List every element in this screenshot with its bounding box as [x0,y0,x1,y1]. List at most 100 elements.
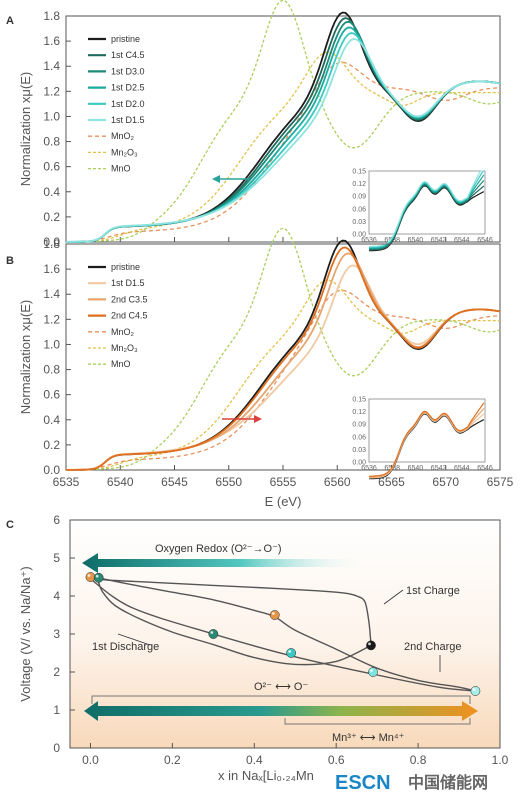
inset-y-tick-label: 0.00 [352,232,366,239]
panel-b-y-ticks: 0.0 0.2 0.4 0.6 0.8 1.0 1.2 1.4 1.6 1.8 [43,237,71,477]
inset-y-tick-label: 0.09 [352,422,366,429]
legend-label: MnO [111,359,131,369]
inset-series-line-2nd C4.5 [369,402,485,477]
y-tick-label: 1.0 [43,109,60,123]
state-marker [286,648,296,658]
reference-line-MnO₂ [65,289,501,471]
y-tick-label: 1.2 [43,312,60,326]
state-marker-highlight [288,650,292,653]
y-tick-label: 1.6 [43,34,60,48]
y-tick-label: 1.2 [43,84,60,98]
inset-x-tick-label: 6542 [431,465,447,472]
state-marker [85,572,96,582]
state-marker [366,640,376,651]
inset-y-tick-label: 0.12 [352,409,366,416]
state-marker-highlight [368,642,371,646]
watermark-brand: ESCN [335,772,391,794]
x-tick-label: 6555 [270,475,297,489]
second-charge-curve [90,575,476,692]
first-charge-curve [90,577,372,646]
x-tick-label: 0.0 [82,753,99,767]
inset-x-tick-label: 6540 [408,237,424,244]
oxygen-redox-arrow [82,553,370,573]
state-marker [368,667,378,677]
state-marker [93,572,104,583]
state-marker-highlight [370,669,373,672]
legend-label: Mn₂O₃ [111,147,138,157]
full-range-arrow [84,701,478,721]
y-tick-label: 1.4 [43,59,60,73]
legend-label: Mn₂O₃ [111,343,138,353]
y-tick-label: 0.4 [43,413,60,427]
x-tick-label: 0.6 [328,753,345,767]
y-tick-label: 0.0 [43,235,60,249]
legend-label: MnO₂ [111,131,135,141]
x-tick-label: 6570 [432,475,459,489]
panel-a-legend: pristine 1st C4.5 1st D3.0 1st D2.5 1st D2.0… [88,34,145,174]
y-tick-label: 1.8 [43,9,60,23]
legend-label: 1st D3.0 [111,66,145,76]
panel-a-y-ticks: 0.0 0.2 0.4 0.6 0.8 1.0 1.2 1.4 1.6 1.8 [43,9,71,249]
panel-b-x-axis-label: E (eV) [265,494,302,509]
x-tick-label: 0.8 [410,753,427,767]
first-discharge-curve [95,576,372,666]
panel-b-shift-arrowhead [254,415,262,423]
inset-x-tick-label: 6546 [477,237,493,244]
panel-a-series [66,11,501,243]
oxygen-redox-label: Oxygen Redox (O²⁻→O⁻) [155,543,282,555]
inset-x-tick-label: 6542 [431,237,447,244]
mn-redox-pair-label: Mn³⁺ ⟷ Mn⁴⁺ [332,732,405,744]
mn-redox-bracket [284,718,471,725]
y-tick-label: 0.4 [43,185,60,199]
legend-label: pristine [111,34,140,44]
legend-label: MnO [111,164,131,174]
panel-b-label: B [6,255,14,267]
inset-frame [368,170,486,235]
y-tick-label: 0.2 [43,438,60,452]
legend-label: MnO₂ [111,327,135,337]
x-tick-label: 6550 [215,475,242,489]
x-tick-label: 0.4 [246,753,263,767]
panel-a: A 0.0 0.2 0.4 0.6 0.8 1.0 1.2 1.4 1.6 1.8 Normali… [6,0,501,252]
inset-y-tick-label: 0.15 [352,397,366,404]
panel-c: C 0 1 2 3 4 5 6 0.0 0.2 0.4 0.6 0.8 1.0 Voltage (V/… [6,513,509,783]
panel-c-y-ticks: 0 1 2 3 4 5 6 [53,513,75,755]
series-line-1st D1.5 [66,38,501,243]
x-tick-label: 1.0 [492,753,509,767]
y-tick-label: 0.8 [43,363,60,377]
inset-x-tick-label: 6540 [408,465,424,472]
x-tick-label: 6540 [107,475,134,489]
state-marker-highlight [271,612,275,615]
first-discharge-pointer [117,633,151,646]
state-marker-highlight [87,574,91,577]
y-tick-label: 0.0 [43,463,60,477]
y-tick-label: 0.6 [43,160,60,174]
y-tick-label: 0 [53,741,60,755]
y-tick-label: 1.8 [43,237,60,251]
y-tick-label: 2 [53,665,60,679]
x-tick-label: 6545 [161,475,188,489]
panel-a-y-axis-label: Normalization xμ(E) [18,72,33,186]
o-redox-pair-label: O²⁻ ⟷ O⁻ [254,681,308,693]
panel-b-legend: pristine 1st D1.5 2nd C3.5 2nd C4.5 MnO₂ Mn₂O… [88,262,148,369]
inset-y-tick-label: 0.03 [352,219,366,226]
x-tick-label: 0.2 [164,753,181,767]
panel-c-x-ticks: 0.0 0.2 0.4 0.6 0.8 1.0 [82,743,509,767]
y-tick-label: 0.8 [43,135,60,149]
legend-label: 1st D2.0 [111,99,145,109]
y-tick-label: 1.6 [43,262,60,276]
y-tick-label: 1.4 [43,287,60,301]
inset-x-tick-label: 6536 [361,465,377,472]
first-charge-pointer [383,589,404,605]
legend-label: pristine [111,262,140,272]
state-marker [470,686,481,696]
inset-frame [368,398,486,463]
panel-c-y-axis-label: Voltage (V/ vs. Na/Na⁺) [18,566,33,701]
inset-x-tick-label: 6544 [454,465,470,472]
state-marker-highlight [95,574,99,578]
inset-series-line-1st D1.5 [369,412,485,479]
inset-y-tick-label: 0.09 [352,194,366,201]
inset-series-line-pristine [369,185,485,252]
